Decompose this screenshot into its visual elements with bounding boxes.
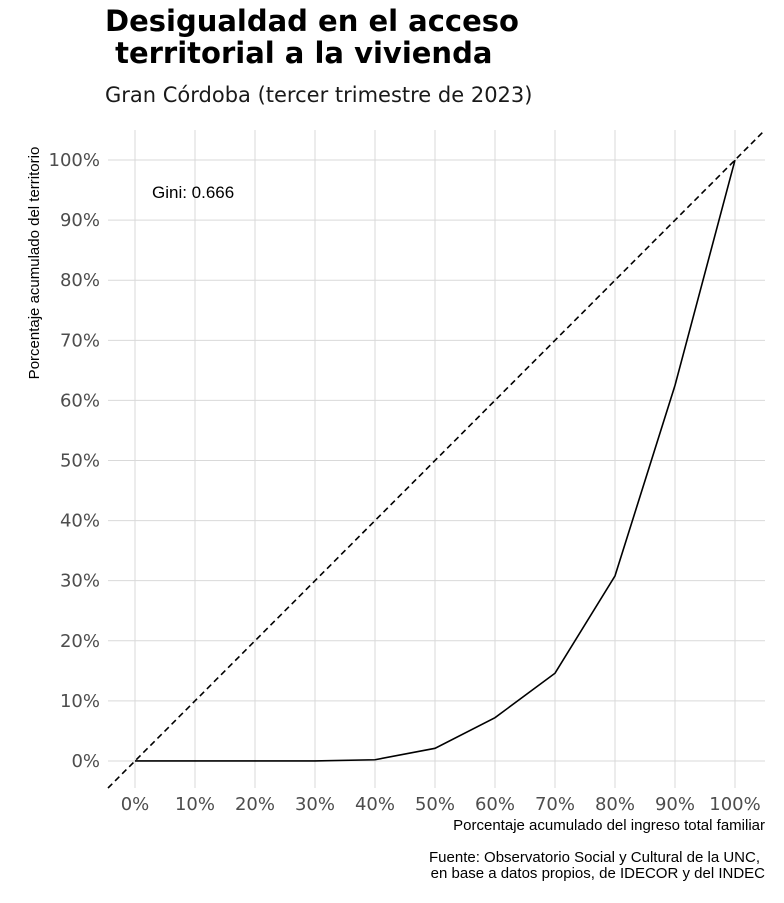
y-tick-label: 20%	[60, 631, 100, 652]
x-axis-title: Porcentaje acumulado del ingreso total f…	[453, 817, 765, 834]
x-axis-ticks: 0% 10% 20% 30% 40% 50% 60% 70% 80% 90% 100%	[121, 794, 761, 815]
y-tick-label: 80%	[60, 270, 100, 291]
x-tick-label: 60%	[475, 794, 515, 815]
y-tick-label: 0%	[71, 751, 100, 772]
y-tick-label: 90%	[60, 210, 100, 231]
x-tick-label: 90%	[655, 794, 695, 815]
y-tick-label: 30%	[60, 571, 100, 592]
y-tick-label: 60%	[60, 390, 100, 411]
x-tick-label: 100%	[709, 794, 760, 815]
chart-subtitle: Gran Córdoba (tercer trimestre de 2023)	[105, 83, 532, 107]
series	[107, 129, 766, 789]
chart-title-line-2: territorial a la vivienda	[105, 36, 492, 70]
gini-annotation: Gini: 0.666	[152, 183, 234, 202]
caption-line-1: Fuente: Observatorio Social y Cultural d…	[429, 849, 760, 866]
x-tick-label: 80%	[595, 794, 635, 815]
chart-title-line-1: Desigualdad en el acceso	[105, 4, 519, 38]
y-axis-title: Porcentaje acumulado del territorio	[26, 147, 43, 380]
y-axis-ticks: 0% 10% 20% 30% 40% 50% 60% 70% 80% 90% 100%	[49, 150, 100, 772]
y-tick-label: 40%	[60, 511, 100, 532]
lorenz-curve	[135, 159, 736, 762]
x-tick-label: 30%	[295, 794, 335, 815]
x-tick-label: 40%	[355, 794, 395, 815]
x-tick-label: 20%	[235, 794, 275, 815]
x-tick-label: 10%	[175, 794, 215, 815]
x-tick-label: 70%	[535, 794, 575, 815]
caption-line-2: en base a datos propios, de IDECOR y del…	[431, 865, 765, 882]
y-tick-label: 50%	[60, 451, 100, 472]
y-tick-label: 10%	[60, 691, 100, 712]
x-tick-label: 50%	[415, 794, 455, 815]
equality-line	[107, 129, 766, 789]
y-tick-label: 100%	[49, 150, 100, 171]
y-tick-label: 70%	[60, 330, 100, 351]
x-tick-label: 0%	[121, 794, 150, 815]
